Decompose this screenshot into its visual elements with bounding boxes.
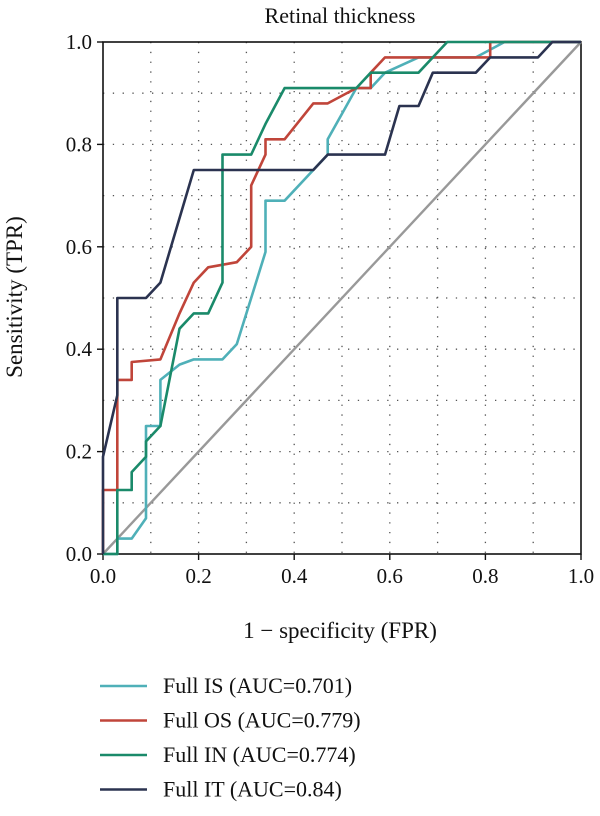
x-axis-label: 1 − specificity (FPR) — [243, 618, 437, 643]
roc-curve-series-4 — [101, 40, 581, 554]
y-tick-label: 0.8 — [66, 132, 92, 156]
y-tick-label: 0.2 — [66, 440, 92, 464]
x-tick-label: 0.4 — [281, 564, 308, 588]
roc-curve-series-1 — [103, 40, 581, 556]
plot-frame — [102, 41, 582, 555]
legend-label-4: Full IT (AUC=0.84) — [163, 777, 342, 802]
y-tick-label: 1.0 — [66, 30, 92, 54]
y-tick-label: 0.6 — [66, 235, 92, 259]
y-tick-label: 0.0 — [66, 542, 92, 566]
x-tick-label: 0.0 — [90, 564, 116, 588]
y-tick-label: 0.4 — [66, 337, 93, 361]
x-tick-label: 0.8 — [472, 564, 498, 588]
legend-label-3: Full IN (AUC=0.774) — [163, 742, 356, 767]
y-axis-label: Sensitivity (TPR) — [2, 216, 27, 378]
roc-curve-series-3 — [103, 40, 581, 556]
legend-label-1: Full IS (AUC=0.701) — [163, 673, 352, 698]
x-tick-label: 0.6 — [377, 564, 403, 588]
legend-label-2: Full OS (AUC=0.779) — [163, 708, 361, 733]
legend: Full IS (AUC=0.701) Full OS (AUC=0.779) Fu… — [100, 673, 361, 802]
x-tick-label: 1.0 — [568, 564, 594, 588]
reference-diagonal-line — [102, 41, 582, 555]
chart-title: Retinal thickness — [265, 3, 416, 28]
plot-area: 0.0 0.2 0.4 0.6 0.8 1.0 0.0 0.2 0.4 0.6 0.8 1.0 — [66, 30, 594, 588]
x-tick-label: 0.2 — [185, 564, 211, 588]
